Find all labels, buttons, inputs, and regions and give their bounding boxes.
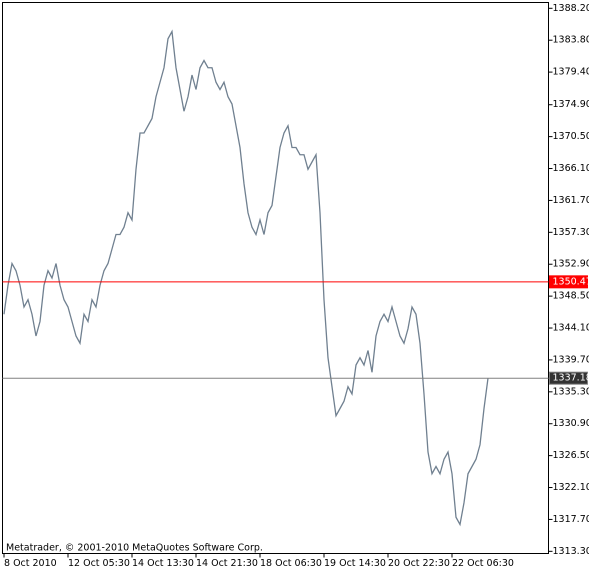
x-tick-label: 14 Oct 13:30 xyxy=(132,558,194,569)
level-label: 1350.47 xyxy=(553,276,589,287)
y-tick-label: 1330.90 xyxy=(553,418,589,429)
y-tick-label: 1322.10 xyxy=(553,482,589,493)
watermark: Metatrader, © 2001-2010 MetaQuotes Softw… xyxy=(6,543,263,554)
x-tick-label: 18 Oct 06:30 xyxy=(260,558,322,569)
y-tick-label: 1339.70 xyxy=(553,354,589,365)
y-tick-label: 1361.70 xyxy=(553,195,589,206)
y-tick-label: 1352.90 xyxy=(553,259,589,270)
price-line xyxy=(3,29,489,527)
level-box xyxy=(549,371,588,385)
level-box xyxy=(549,275,588,289)
y-tick-label: 1366.10 xyxy=(553,163,589,174)
y-tick-label: 1326.50 xyxy=(553,450,589,461)
y-tick-label: 1374.90 xyxy=(553,99,589,110)
level-label: 1337.18 xyxy=(553,373,589,384)
y-tick-label: 1335.30 xyxy=(553,386,589,397)
x-tick-label: 8 Oct 2010 xyxy=(4,558,57,569)
y-tick-label: 1348.50 xyxy=(553,291,589,302)
y-tick-label: 1388.20 xyxy=(553,3,589,14)
y-tick-label: 1383.80 xyxy=(553,35,589,46)
y-tick-label: 1317.70 xyxy=(553,514,589,525)
x-tick-label: 20 Oct 22:30 xyxy=(388,558,450,569)
y-tick-label: 1313.30 xyxy=(553,546,589,557)
y-tick-label: 1344.10 xyxy=(553,323,589,334)
x-tick-label: 14 Oct 21:30 xyxy=(196,558,258,569)
plot-frame xyxy=(2,2,549,554)
y-tick-label: 1357.30 xyxy=(553,227,589,238)
x-tick-label: 12 Oct 05:30 xyxy=(68,558,130,569)
y-tick-label: 1379.40 xyxy=(553,67,589,78)
x-tick-label: 22 Oct 06:30 xyxy=(452,558,514,569)
y-tick-label: 1370.50 xyxy=(553,131,589,142)
x-tick-label: 19 Oct 14:30 xyxy=(324,558,386,569)
